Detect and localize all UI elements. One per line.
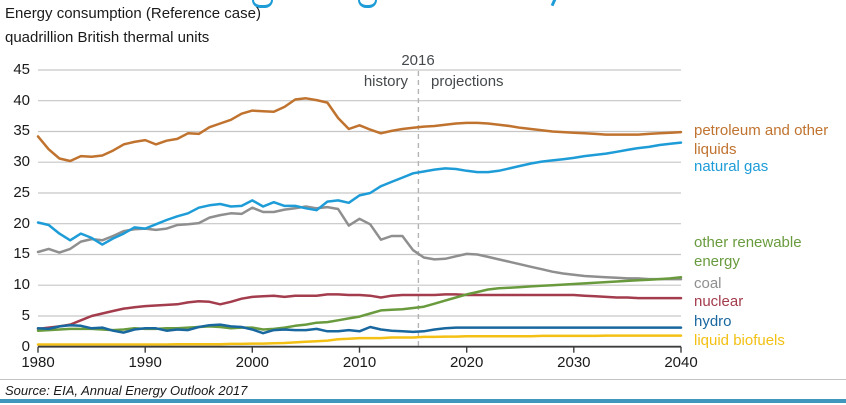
y-axis-label-45: 45 — [13, 61, 30, 78]
y-axis-label-20: 20 — [13, 214, 30, 232]
y-axis-label-15: 15 — [13, 245, 30, 263]
legend-label-nuclear: nuclear — [694, 293, 744, 310]
y-axis-label-0: 0 — [21, 337, 30, 355]
projections-label: projections — [431, 73, 504, 90]
source-text: Source: EIA, Annual Energy Outlook 2017 — [5, 383, 248, 398]
divider-year-label: 2016 — [401, 52, 435, 69]
x-axis-label-1980: 1980 — [21, 354, 55, 371]
series-line-liquid-biofuels — [36, 334, 683, 346]
legend-label-natural-gas: natural gas — [694, 158, 769, 175]
y-axis-label-40: 40 — [13, 91, 30, 109]
y-axis-label-25: 25 — [13, 183, 30, 201]
x-axis-label-1990: 1990 — [128, 354, 162, 371]
chart-units-label: quadrillion British thermal units — [5, 29, 210, 46]
series-line-hydro — [36, 323, 683, 335]
x-axis-label-2040: 2040 — [664, 354, 698, 371]
y-axis-label-10: 10 — [13, 276, 30, 294]
y-axis-label-35: 35 — [13, 122, 30, 140]
legend-label-other-renewable-energy: other renewable energy — [694, 234, 802, 270]
history-label: history — [363, 73, 408, 90]
series-line-natural-gas — [36, 141, 683, 246]
x-axis-label-2010: 2010 — [342, 354, 377, 371]
bottom-accent-bar — [0, 399, 846, 403]
chart-title: Energy consumption (Reference case) — [5, 5, 261, 22]
x-axis-label-2030: 2030 — [557, 354, 591, 371]
series-line-coal — [36, 205, 683, 281]
x-axis-label-2020: 2020 — [449, 354, 484, 371]
legend-label-coal: coal — [694, 275, 722, 292]
footer-divider-line — [0, 379, 846, 380]
y-axis-label-5: 5 — [21, 306, 30, 324]
series-line-petroleum-and-other-liquids — [36, 97, 683, 163]
series-line-nuclear — [36, 293, 683, 331]
x-axis-label-2000: 2000 — [235, 354, 270, 371]
y-axis-label-30: 30 — [13, 153, 30, 171]
legend-label-petroleum-and-other-liquids: petroleum and other liquids — [694, 122, 829, 158]
legend-label-liquid-biofuels: liquid biofuels — [694, 332, 785, 349]
legend-label-hydro: hydro — [694, 313, 732, 330]
